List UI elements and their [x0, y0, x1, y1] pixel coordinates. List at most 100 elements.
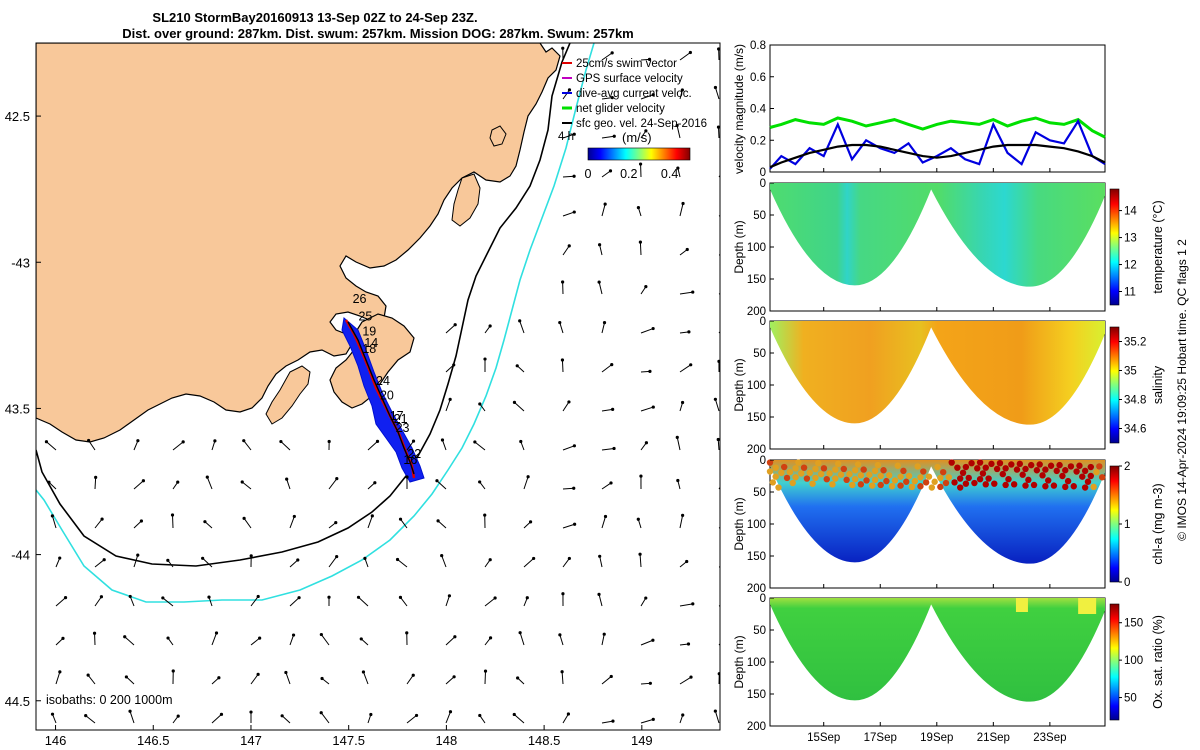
colorbar-tick-label: 0: [1124, 577, 1130, 589]
current-vector-arrow: [133, 480, 144, 490]
chla-sample-point: [871, 476, 879, 484]
chla-sample-point: [1025, 476, 1032, 484]
chla-sample-point: [982, 481, 989, 488]
current-vector-head: [141, 479, 145, 483]
chla-sample-point: [911, 477, 918, 485]
chla-sample-point: [991, 480, 998, 487]
current-vector-head: [370, 514, 374, 518]
current-vector-head: [139, 519, 144, 523]
current-vector-arrow: [289, 597, 300, 607]
current-vector-arrow: [94, 477, 97, 490]
current-vector-arrow: [94, 596, 102, 607]
current-vector-head: [636, 517, 640, 521]
chla-sample-point: [968, 460, 975, 467]
current-vector-head: [680, 400, 685, 405]
chart-title-line1: SL210 StormBay20160913 13-Sep 02Z to 24-…: [152, 10, 477, 25]
current-vector-arrow: [639, 554, 642, 568]
current-vector-arrow: [85, 715, 96, 724]
footer-credit: © IMOS 14-Apr-2024 19:09:25 Hobart time.…: [1175, 239, 1189, 541]
current-vector-arrow: [562, 175, 575, 178]
section-field-salinity: [770, 321, 1105, 425]
current-vector-arrow: [243, 440, 252, 451]
colorbar-tick-label: 35.2: [1124, 337, 1146, 349]
current-vector-head: [440, 438, 445, 442]
chla-sample-point: [857, 472, 865, 479]
current-vector-arrow: [445, 324, 456, 334]
current-vector-arrow: [717, 127, 720, 139]
current-vector-arrow: [289, 559, 299, 568]
current-vector-head: [716, 125, 720, 129]
current-vector-head: [519, 439, 523, 444]
chla-sample-point: [1073, 468, 1080, 475]
chla-sample-point: [988, 460, 995, 468]
current-vector-arrow: [562, 487, 574, 490]
chla-sample-point: [1087, 472, 1095, 480]
chla-sample-point: [772, 464, 779, 471]
chla-sample-point: [766, 468, 774, 475]
depth-tick-label: 0: [760, 316, 766, 328]
current-vector-head: [567, 400, 571, 404]
colorbar-tick-label: 34.8: [1124, 395, 1146, 407]
current-vector-head: [453, 323, 457, 327]
chla-sample-point: [1013, 466, 1021, 473]
current-vector-head: [515, 364, 519, 368]
map-x-axis: 146 146.5 147 147.5 148 148.5 149: [45, 725, 653, 748]
speed-colorbar-tick-label: 0.4: [661, 167, 678, 181]
current-vector-head: [687, 330, 691, 334]
time-tick-label: 19Sep: [920, 732, 953, 744]
velocity-panel: 0 0.2 0.4 0.6 0.8 velocity magnitude (m/s): [732, 40, 1106, 179]
current-vector-head: [50, 514, 54, 518]
chla-sample-point: [976, 459, 984, 466]
current-vector-arrow: [320, 712, 330, 724]
current-vector-arrow: [714, 710, 720, 724]
track-day-label: 18: [362, 342, 376, 356]
chla-sample-point: [1062, 467, 1069, 474]
current-vector-arrow: [639, 242, 642, 256]
chla-sample-point: [897, 482, 904, 489]
current-vector-head: [561, 46, 565, 50]
chla-sample-point: [1022, 465, 1029, 473]
current-vector-arrow: [241, 481, 252, 490]
chla-sample-point: [786, 468, 794, 476]
chla-sample-point: [1010, 481, 1018, 488]
chla-sample-point: [851, 476, 859, 483]
chla-sample-point: [1047, 462, 1055, 469]
current-vector-arrow: [676, 125, 681, 139]
current-vector-head: [201, 556, 205, 560]
chla-sample-point: [780, 463, 788, 471]
current-vector-head: [58, 670, 62, 674]
map-y-tick-label: -43: [11, 255, 30, 270]
chart-title-line2: Dist. over ground: 287km. Dist. swum: 25…: [122, 26, 634, 41]
current-vector-head: [61, 636, 65, 641]
chla-sample-point: [826, 470, 833, 477]
current-vector-head: [717, 359, 720, 363]
current-vector-head: [572, 486, 576, 490]
current-vector-arrow: [129, 711, 135, 724]
current-vector-arrow: [601, 720, 614, 724]
current-vector-head: [713, 709, 717, 713]
current-vector-arrow: [718, 215, 720, 217]
velocity-y-tick-label: 0: [760, 167, 766, 179]
current-vector-arrow: [406, 674, 414, 685]
depth-axis-label: Depth (m): [732, 497, 746, 550]
chla-sample-point: [974, 465, 981, 472]
current-vector-arrow: [717, 439, 720, 451]
chla-sample-point: [979, 470, 987, 477]
current-vector-head: [405, 631, 409, 635]
current-vector-head: [597, 280, 601, 284]
colorbar-tick-label: 150: [1124, 618, 1143, 630]
current-vector-head: [717, 672, 720, 676]
colorbar-tick-label: 1: [1124, 519, 1130, 531]
chla-sample-point: [795, 459, 802, 466]
current-vector-head: [292, 514, 296, 519]
current-vector-head: [256, 594, 260, 599]
current-vector-head: [612, 134, 616, 138]
current-vector-arrow: [280, 441, 291, 451]
chla-sample-point: [1045, 477, 1052, 484]
current-vector-head: [327, 595, 331, 599]
current-vector-head: [483, 357, 487, 361]
current-vector-head: [609, 674, 613, 679]
